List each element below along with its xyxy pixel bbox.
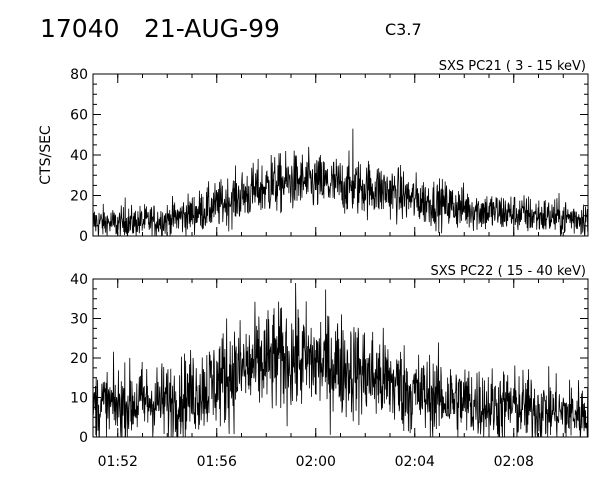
y-tick-label: 20 [70, 189, 88, 205]
y-tick-label: 0 [79, 229, 88, 245]
y-tick-label: 20 [70, 351, 88, 367]
y-tick-label: 40 [70, 272, 88, 288]
x-tick-label: 02:00 [296, 454, 336, 470]
x-tick-label: 02:08 [494, 454, 534, 470]
y-axis-label: CTS/SEC [38, 125, 54, 185]
y-tick-label: 60 [70, 108, 88, 124]
y-tick-label: 10 [70, 391, 88, 407]
x-tick-label: 02:04 [395, 454, 435, 470]
series-line-2 [92, 282, 589, 438]
series-line-1 [92, 128, 589, 237]
event-date: 21-AUG-99 [144, 14, 280, 43]
y-tick-label: 80 [70, 67, 88, 83]
event-id: 17040 [40, 14, 120, 43]
y-tick-label: 30 [70, 312, 88, 328]
x-tick-label: 01:56 [197, 454, 237, 470]
panel-title-2: SXS PC22 ( 15 - 40 keV) [430, 264, 586, 279]
x-tick-label: 01:52 [98, 454, 138, 470]
panel-title-1: SXS PC21 ( 3 - 15 keV) [439, 59, 586, 74]
y-tick-label: 40 [70, 148, 88, 164]
y-tick-label: 0 [79, 430, 88, 446]
flare-class: C3.7 [385, 20, 422, 39]
